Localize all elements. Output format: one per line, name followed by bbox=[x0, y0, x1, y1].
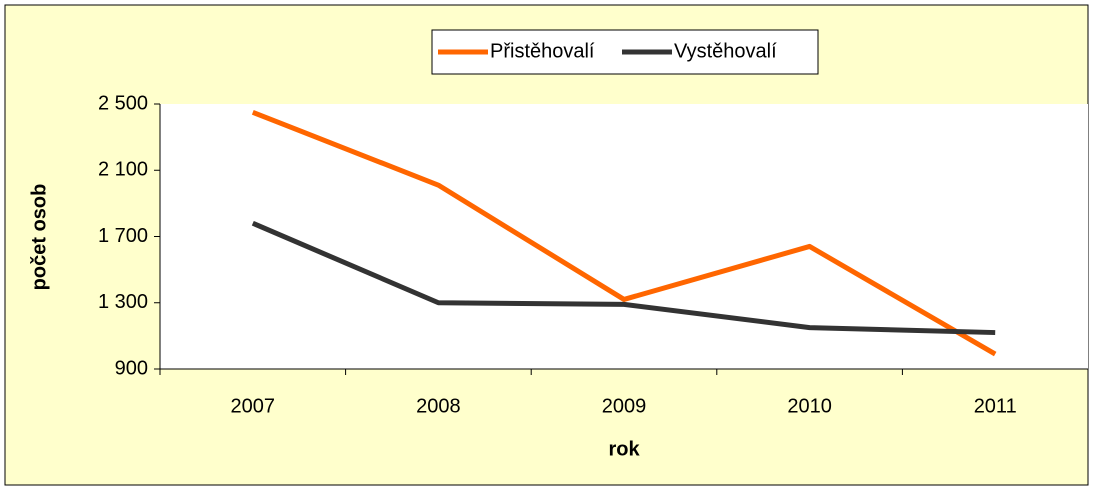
series-line bbox=[251, 109, 997, 357]
x-tick-label: 2009 bbox=[602, 395, 647, 417]
x-tick-label: 2008 bbox=[416, 395, 461, 417]
y-axis-label: počet osob bbox=[28, 184, 50, 291]
legend-label: Vystěhovalí bbox=[674, 40, 777, 62]
y-tick-label: 900 bbox=[115, 357, 148, 379]
series-line bbox=[251, 220, 996, 336]
y-tick-label: 1 300 bbox=[98, 291, 148, 313]
y-tick-label: 2 500 bbox=[98, 92, 148, 114]
y-tick-label: 1 700 bbox=[98, 225, 148, 247]
x-tick-label: 2010 bbox=[787, 395, 832, 417]
x-tick-label: 2011 bbox=[974, 395, 1017, 417]
x-axis-label: rok bbox=[608, 438, 640, 460]
x-tick-label: 2007 bbox=[231, 395, 276, 417]
legend-label: Přistěhovalí bbox=[490, 40, 595, 62]
y-tick-label: 2 100 bbox=[98, 159, 148, 181]
plot-area bbox=[160, 104, 1088, 369]
